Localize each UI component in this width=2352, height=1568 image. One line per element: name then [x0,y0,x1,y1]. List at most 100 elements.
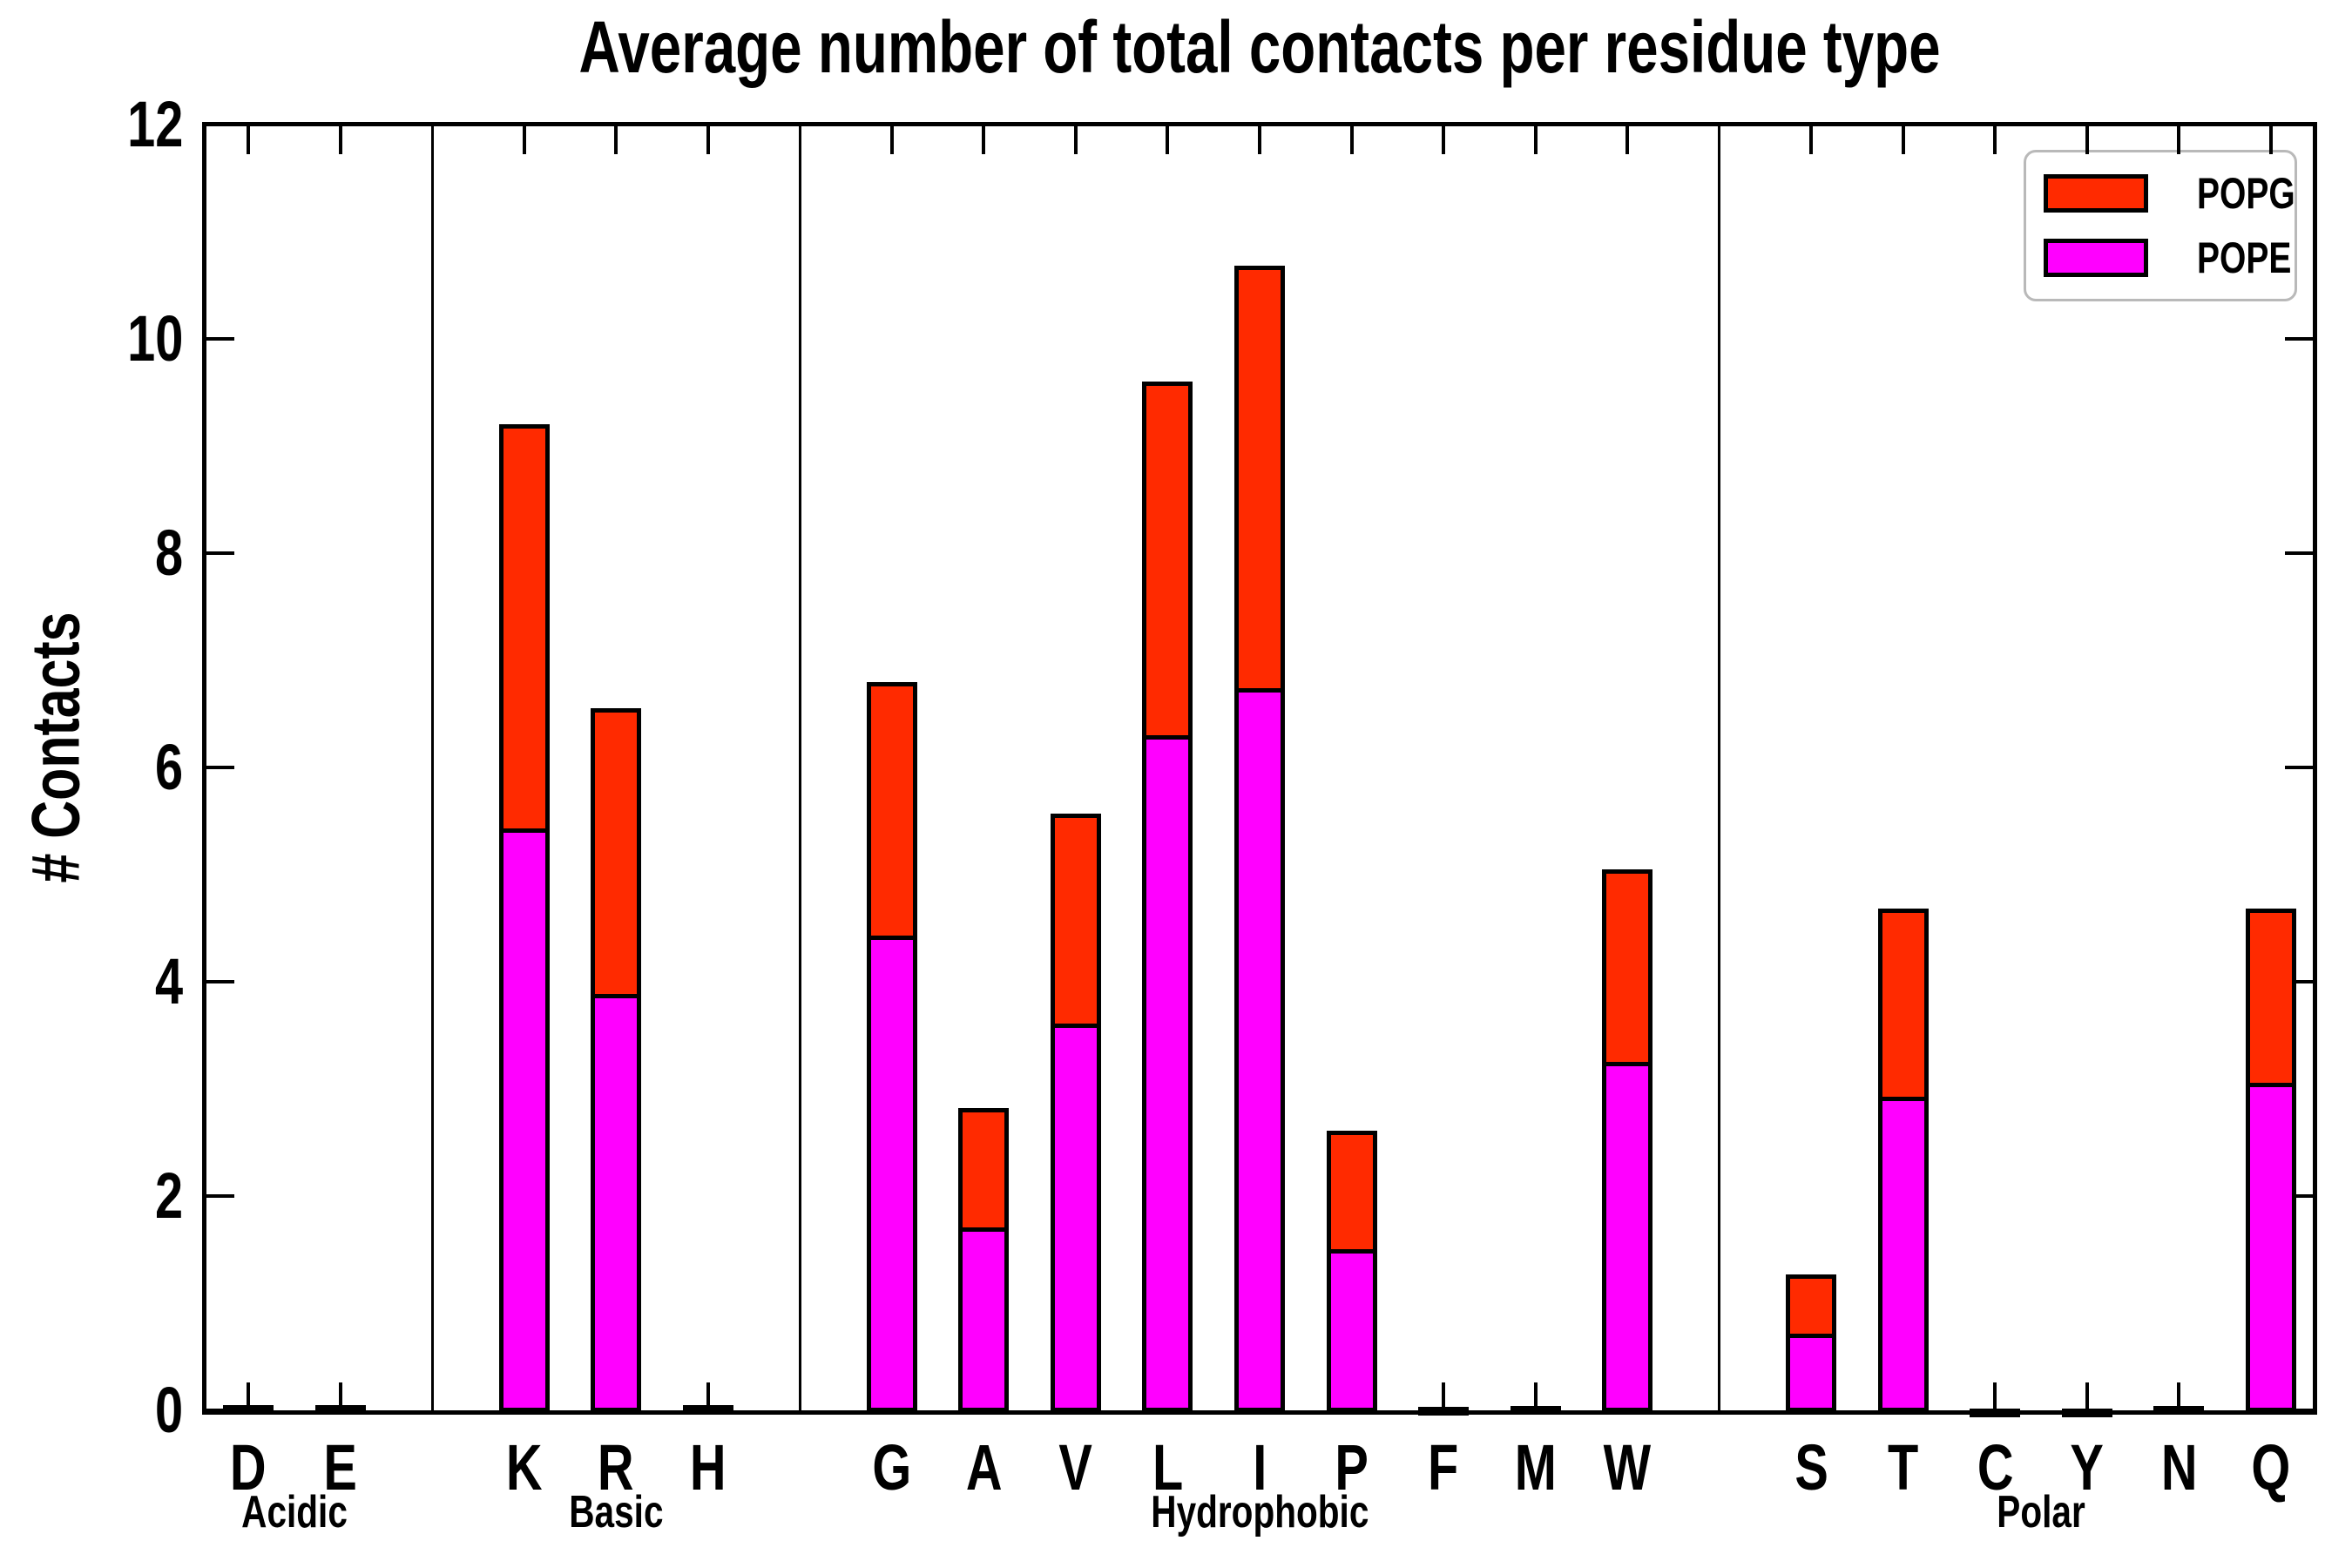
y-tick-label: 0 [154,1374,183,1446]
x-category-label: F [1428,1431,1459,1504]
bar-T-POPG [1877,909,1929,1412]
y-tick [206,337,234,341]
bar-Q-POPG [2246,909,2296,1412]
bar-S-POPE [1790,1334,1833,1408]
x-category-label: E [323,1431,357,1504]
x-tick [522,126,526,154]
legend-item-popg: POPG [2044,168,2295,219]
x-tick [1901,126,1905,154]
bar-R-POPG [591,708,642,1412]
x-tick [614,126,618,154]
left-spine [202,126,206,1415]
x-tick [2085,126,2089,154]
y-tick [2285,337,2313,341]
x-category-label: W [1603,1431,1652,1504]
x-tick [1993,126,1997,154]
x-category-label: V [1058,1431,1093,1504]
x-category-label: T [1888,1431,1919,1504]
y-tick-label: 2 [154,1159,183,1232]
bar-R-POPE [595,994,638,1408]
bar-L-POPG [1142,382,1193,1412]
x-tick [247,126,250,154]
bar-G-POPE [870,935,913,1408]
y-tick [2285,551,2313,555]
bar-W-POPG [1602,868,1653,1412]
x-category-label: M [1514,1431,1557,1504]
x-tick [706,126,710,154]
bar-C-POPG [1970,1408,2021,1417]
y-tick-label: 12 [126,88,183,160]
x-category-label: N [2160,1431,2198,1504]
group-separator [1718,126,1721,1410]
bar-T-POPE [1882,1097,1924,1408]
bar-A-POPE [963,1227,1005,1408]
y-tick [2285,766,2313,769]
x-category-label: K [505,1431,543,1504]
x-tick [338,1382,342,1410]
y-tick [206,123,234,126]
bottom-spine [202,1410,2317,1415]
x-tick [2085,1382,2089,1410]
x-tick [1993,1382,1997,1410]
bar-Y-POPG [2061,1408,2112,1417]
bar-G-POPG [866,681,917,1412]
x-category-label: R [598,1431,635,1504]
group-separator [798,126,801,1410]
bar-A-POPG [958,1108,1010,1412]
bar-P-POPE [1330,1249,1373,1408]
x-category-label: D [230,1431,267,1504]
x-tick [1258,126,1261,154]
bar-N-POPG [2153,1406,2205,1416]
bar-S-POPG [1786,1274,1837,1412]
x-category-label: I [1252,1431,1267,1504]
x-category-label: S [1794,1431,1828,1504]
x-tick [1349,126,1354,154]
popg-label: POPG [2197,169,2295,218]
x-tick [1533,1382,1538,1410]
group-label-acidic: Acidic [240,1487,348,1538]
bar-D-POPG [223,1404,274,1414]
x-tick [1442,126,1446,154]
y-tick [2285,980,2313,983]
bar-V-POPG [1050,813,1101,1412]
bar-M-POPG [1510,1406,1561,1416]
x-category-label: Q [2251,1431,2291,1504]
x-category-label: P [1335,1431,1369,1504]
y-tick [206,1194,234,1198]
pope-label: POPE [2197,233,2292,282]
legend: POPG POPE [2024,150,2297,301]
bar-K-POPE [503,828,545,1408]
y-tick [206,766,234,769]
x-category-label: A [965,1431,1003,1504]
y-tick-label: 6 [154,731,183,803]
x-category-label: G [872,1431,912,1504]
y-tick-label: 4 [154,945,183,1017]
chart-title: Average number of total contacts per res… [578,6,1941,88]
bar-L-POPE [1146,734,1189,1408]
bar-I-POPG [1234,266,1285,1412]
bar-W-POPE [1606,1061,1649,1408]
pope-swatch [2044,239,2148,277]
x-category-label: L [1152,1431,1184,1504]
y-tick-label: 10 [126,302,183,375]
y-tick [206,980,234,983]
x-tick [247,1382,250,1410]
bar-V-POPE [1054,1023,1097,1408]
x-category-label: Y [2070,1431,2105,1504]
group-label-basic: Basic [569,1487,664,1538]
x-tick [2269,126,2273,154]
bar-H-POPG [682,1404,733,1414]
x-category-label: C [1977,1431,2014,1504]
group-label-polar: Polar [1997,1487,2085,1538]
x-tick [982,126,986,154]
right-spine [2313,126,2317,1415]
legend-item-pope: POPE [2044,233,2295,283]
x-tick [706,1382,710,1410]
x-tick [889,126,894,154]
x-tick [1073,126,1078,154]
group-label-hydrophobic: Hydrophobic [1150,1487,1369,1538]
top-spine [202,122,2317,126]
y-tick-label: 8 [154,517,183,589]
x-tick [1166,126,1170,154]
